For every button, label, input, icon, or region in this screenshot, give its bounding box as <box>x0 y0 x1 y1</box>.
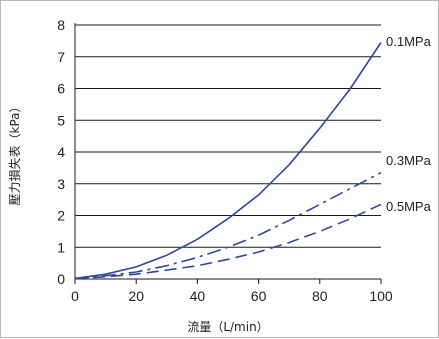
y-tick-label: 4 <box>57 144 65 160</box>
axes <box>74 23 382 284</box>
series-labels: 0.1MPa 0.3MPa 0.5MPa <box>386 34 432 214</box>
x-tick-label: 20 <box>128 288 144 304</box>
grid-lines <box>75 24 381 280</box>
y-tick-label: 5 <box>57 112 65 128</box>
x-tick-label: 100 <box>369 288 393 304</box>
series-line-01mpa <box>74 42 382 280</box>
y-tick-labels: 0 1 2 3 4 5 6 7 8 <box>57 17 65 287</box>
series-line-03mpa <box>74 171 382 280</box>
y-tick-label: 2 <box>57 208 65 224</box>
y-tick-label: 8 <box>57 17 65 33</box>
series-lines <box>74 42 382 280</box>
y-tick-label: 1 <box>57 239 65 255</box>
y-axis-title: 壓力損失表（kPa） <box>7 100 22 205</box>
series-label: 0.5MPa <box>386 199 432 214</box>
x-tick-label: 40 <box>190 288 206 304</box>
series-line-05mpa <box>74 203 382 280</box>
x-tick-label: 60 <box>251 288 267 304</box>
x-axis-title: 流量（L/min） <box>187 320 268 334</box>
x-tick-label: 0 <box>71 288 79 304</box>
y-tick-label: 0 <box>57 271 65 287</box>
x-tick-labels: 0 20 40 60 80 100 <box>71 288 393 304</box>
x-tick-label: 80 <box>312 288 328 304</box>
y-tick-label: 6 <box>57 81 65 97</box>
y-tick-label: 3 <box>57 176 65 192</box>
series-label: 0.1MPa <box>386 34 432 49</box>
y-tick-label: 7 <box>57 49 65 65</box>
series-label: 0.3MPa <box>386 153 432 168</box>
